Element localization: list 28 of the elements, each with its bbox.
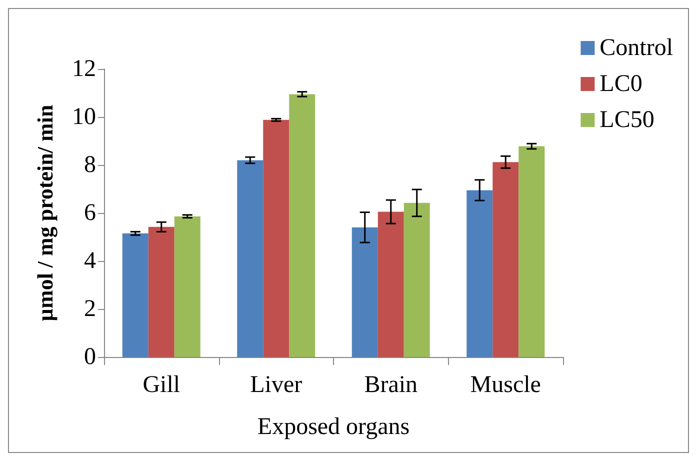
y-tick-label: 6 [84, 200, 96, 226]
y-tick-label: 8 [84, 152, 96, 178]
bar [378, 212, 404, 357]
x-axis-title: Exposed organs [257, 414, 410, 440]
legend-label: LC0 [600, 71, 642, 97]
bar [518, 146, 545, 357]
legend-label: LC50 [600, 107, 654, 133]
y-tick-label: 2 [84, 296, 96, 322]
y-tick-label: 12 [72, 56, 96, 82]
y-tick-label: 0 [84, 344, 96, 370]
bar [404, 202, 430, 357]
y-axis-title: µmol / mg protein/ min [32, 104, 58, 322]
x-tick-label: Liver [250, 372, 302, 398]
x-tick-label: Gill [142, 372, 180, 398]
bar [263, 120, 290, 357]
y-tick-label: 4 [84, 248, 96, 274]
y-tick-label: 10 [72, 104, 96, 130]
bar [174, 216, 200, 357]
bar [237, 160, 264, 357]
bar [289, 94, 316, 357]
bar [148, 226, 174, 357]
bar [466, 190, 493, 357]
bar [492, 162, 519, 357]
bar [352, 227, 378, 357]
x-tick-label: Brain [364, 372, 418, 398]
x-tick-label: Muscle [470, 372, 541, 398]
legend-label: Control [600, 35, 674, 61]
bar [122, 233, 148, 357]
